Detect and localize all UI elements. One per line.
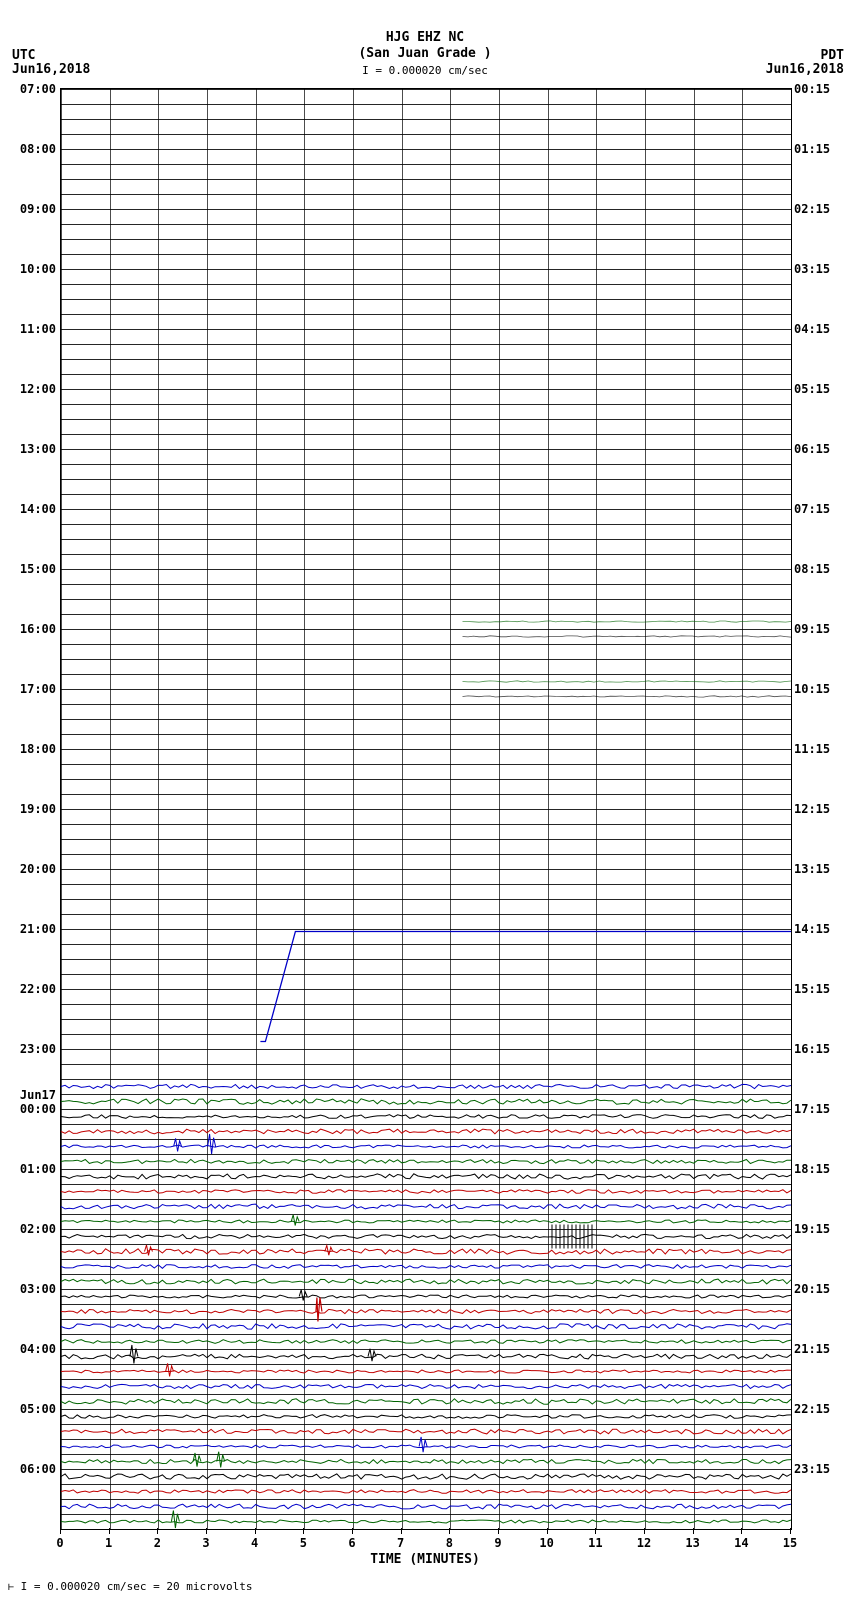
utc-hour-label: 23:00 xyxy=(8,1042,56,1056)
utc-hour-label: 15:00 xyxy=(8,562,56,576)
x-tick-label: 10 xyxy=(539,1536,553,1550)
pdt-hour-label: 16:15 xyxy=(794,1042,842,1056)
utc-hour-label: 16:00 xyxy=(8,622,56,636)
utc-hour-label: 18:00 xyxy=(8,742,56,756)
utc-hour-label: 03:00 xyxy=(8,1282,56,1296)
pdt-hour-label: 19:15 xyxy=(794,1222,842,1236)
utc-hour-label: 08:00 xyxy=(8,142,56,156)
seismogram-plot xyxy=(60,88,792,1530)
pdt-hour-label: 10:15 xyxy=(794,682,842,696)
pdt-hour-label: 02:15 xyxy=(794,202,842,216)
timezone-right: PDT xyxy=(821,48,844,63)
pdt-hour-label: 04:15 xyxy=(794,322,842,336)
utc-hour-label: 10:00 xyxy=(8,262,56,276)
utc-hour-label: 05:00 xyxy=(8,1402,56,1416)
pdt-hour-label: 07:15 xyxy=(794,502,842,516)
x-tick-label: 4 xyxy=(251,1536,258,1550)
pdt-hour-label: 11:15 xyxy=(794,742,842,756)
x-tick-label: 2 xyxy=(154,1536,161,1550)
utc-hour-label: 06:00 xyxy=(8,1462,56,1476)
utc-hour-label: 12:00 xyxy=(8,382,56,396)
timezone-left: UTC xyxy=(12,48,35,63)
x-tick-label: 0 xyxy=(56,1536,63,1550)
x-tick-label: 13 xyxy=(685,1536,699,1550)
utc-hour-label: 04:00 xyxy=(8,1342,56,1356)
utc-hour-label: 11:00 xyxy=(8,322,56,336)
pdt-hour-label: 01:15 xyxy=(794,142,842,156)
utc-hour-label: 02:00 xyxy=(8,1222,56,1236)
utc-hour-label: 09:00 xyxy=(8,202,56,216)
pdt-hour-label: 22:15 xyxy=(794,1402,842,1416)
x-tick-label: 5 xyxy=(300,1536,307,1550)
utc-hour-label: 19:00 xyxy=(8,802,56,816)
utc-hour-label: 01:00 xyxy=(8,1162,56,1176)
pdt-hour-label: 20:15 xyxy=(794,1282,842,1296)
x-axis-title: TIME (MINUTES) xyxy=(0,1552,850,1567)
pdt-hour-label: 18:15 xyxy=(794,1162,842,1176)
x-tick-label: 3 xyxy=(202,1536,209,1550)
x-tick-label: 1 xyxy=(105,1536,112,1550)
date-left: Jun16,2018 xyxy=(12,62,90,77)
pdt-hour-label: 03:15 xyxy=(794,262,842,276)
seismogram-container: HJG EHZ NC (San Juan Grade ) I = 0.00002… xyxy=(0,0,850,1613)
utc-hour-label: 20:00 xyxy=(8,862,56,876)
utc-hour-label: 07:00 xyxy=(8,82,56,96)
x-tick-label: 14 xyxy=(734,1536,748,1550)
pdt-hour-label: 21:15 xyxy=(794,1342,842,1356)
pdt-hour-label: 15:15 xyxy=(794,982,842,996)
date-right: Jun16,2018 xyxy=(766,62,844,77)
scale-indicator: I = 0.000020 cm/sec xyxy=(0,64,850,77)
x-tick-label: 6 xyxy=(348,1536,355,1550)
pdt-hour-label: 08:15 xyxy=(794,562,842,576)
x-tick-label: 7 xyxy=(397,1536,404,1550)
x-tick-label: 12 xyxy=(637,1536,651,1550)
utc-hour-label: 00:00 xyxy=(8,1102,56,1116)
next-day-label: Jun17 xyxy=(8,1088,56,1102)
station-title: HJG EHZ NC xyxy=(0,30,850,45)
pdt-hour-label: 17:15 xyxy=(794,1102,842,1116)
pdt-hour-label: 00:15 xyxy=(794,82,842,96)
utc-hour-label: 17:00 xyxy=(8,682,56,696)
x-tick-label: 11 xyxy=(588,1536,602,1550)
x-tick-label: 9 xyxy=(494,1536,501,1550)
station-subtitle: (San Juan Grade ) xyxy=(0,46,850,61)
pdt-hour-label: 06:15 xyxy=(794,442,842,456)
utc-hour-label: 13:00 xyxy=(8,442,56,456)
pdt-hour-label: 05:15 xyxy=(794,382,842,396)
utc-hour-label: 21:00 xyxy=(8,922,56,936)
utc-hour-label: 22:00 xyxy=(8,982,56,996)
footer-scale: ⊢ I = 0.000020 cm/sec = 20 microvolts xyxy=(8,1580,252,1593)
pdt-hour-label: 09:15 xyxy=(794,622,842,636)
pdt-hour-label: 12:15 xyxy=(794,802,842,816)
pdt-hour-label: 14:15 xyxy=(794,922,842,936)
x-tick-label: 8 xyxy=(446,1536,453,1550)
pdt-hour-label: 13:15 xyxy=(794,862,842,876)
utc-hour-label: 14:00 xyxy=(8,502,56,516)
pdt-hour-label: 23:15 xyxy=(794,1462,842,1476)
x-tick-label: 15 xyxy=(783,1536,797,1550)
